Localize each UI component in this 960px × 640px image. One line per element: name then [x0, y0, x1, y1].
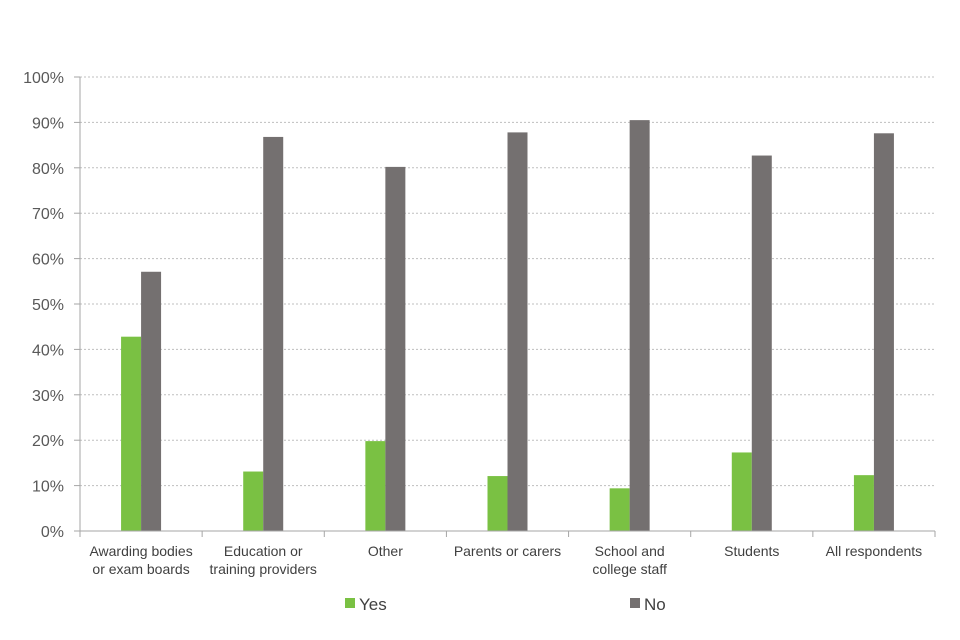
y-tick-label: 40%: [32, 342, 64, 359]
x-category-label: Awarding bodies or exam boards: [89, 543, 192, 577]
x-category-label: School and college staff: [592, 543, 667, 577]
bar-no: [629, 120, 650, 531]
y-axis-tick-labels: 0% 10% 20% 30% 40% 50% 60% 70% 80% 90% 100%: [23, 70, 64, 541]
bar-yes: [243, 471, 264, 531]
x-category-label: Parents or carers: [454, 543, 561, 559]
bar-no: [873, 133, 894, 531]
legend-swatch: [345, 598, 355, 608]
y-tick-label: 20%: [32, 433, 64, 450]
gridlines: [80, 76, 935, 487]
bar-yes: [609, 488, 630, 531]
x-category-label: Education or training providers: [210, 543, 317, 577]
x-axis-category-labels: Awarding bodies or exam boards Education o…: [89, 543, 922, 577]
legend-item-no: No: [630, 595, 666, 614]
y-tick-label: 10%: [32, 479, 64, 496]
bars: [121, 120, 894, 532]
y-tick-label: 30%: [32, 388, 64, 405]
bar-yes: [365, 441, 386, 531]
bar-yes: [853, 475, 874, 531]
legend-label: No: [644, 595, 666, 614]
y-tick-label: 90%: [32, 115, 64, 132]
y-tick-label: 60%: [32, 252, 64, 269]
y-tick-label: 100%: [23, 70, 64, 87]
axes: [74, 76, 936, 537]
x-category-label: Other: [368, 543, 403, 559]
x-category-label: Students: [724, 543, 779, 559]
legend-item-yes: Yes: [345, 595, 387, 614]
bar-no: [385, 166, 406, 531]
y-tick-label: 0%: [41, 524, 64, 541]
bar-no: [751, 155, 772, 532]
bar-no: [507, 132, 528, 531]
x-category-label: All respondents: [826, 543, 923, 559]
legend-swatch: [630, 598, 640, 608]
bar-yes: [121, 336, 142, 531]
bar-yes: [731, 452, 752, 531]
legend-label: Yes: [359, 595, 387, 614]
bar-no: [263, 136, 284, 532]
y-tick-label: 50%: [32, 297, 64, 314]
y-tick-label: 80%: [32, 161, 64, 178]
bar-yes: [487, 476, 508, 531]
y-tick-label: 70%: [32, 206, 64, 223]
bar-no: [141, 271, 162, 531]
legend: Yes No: [345, 595, 666, 614]
